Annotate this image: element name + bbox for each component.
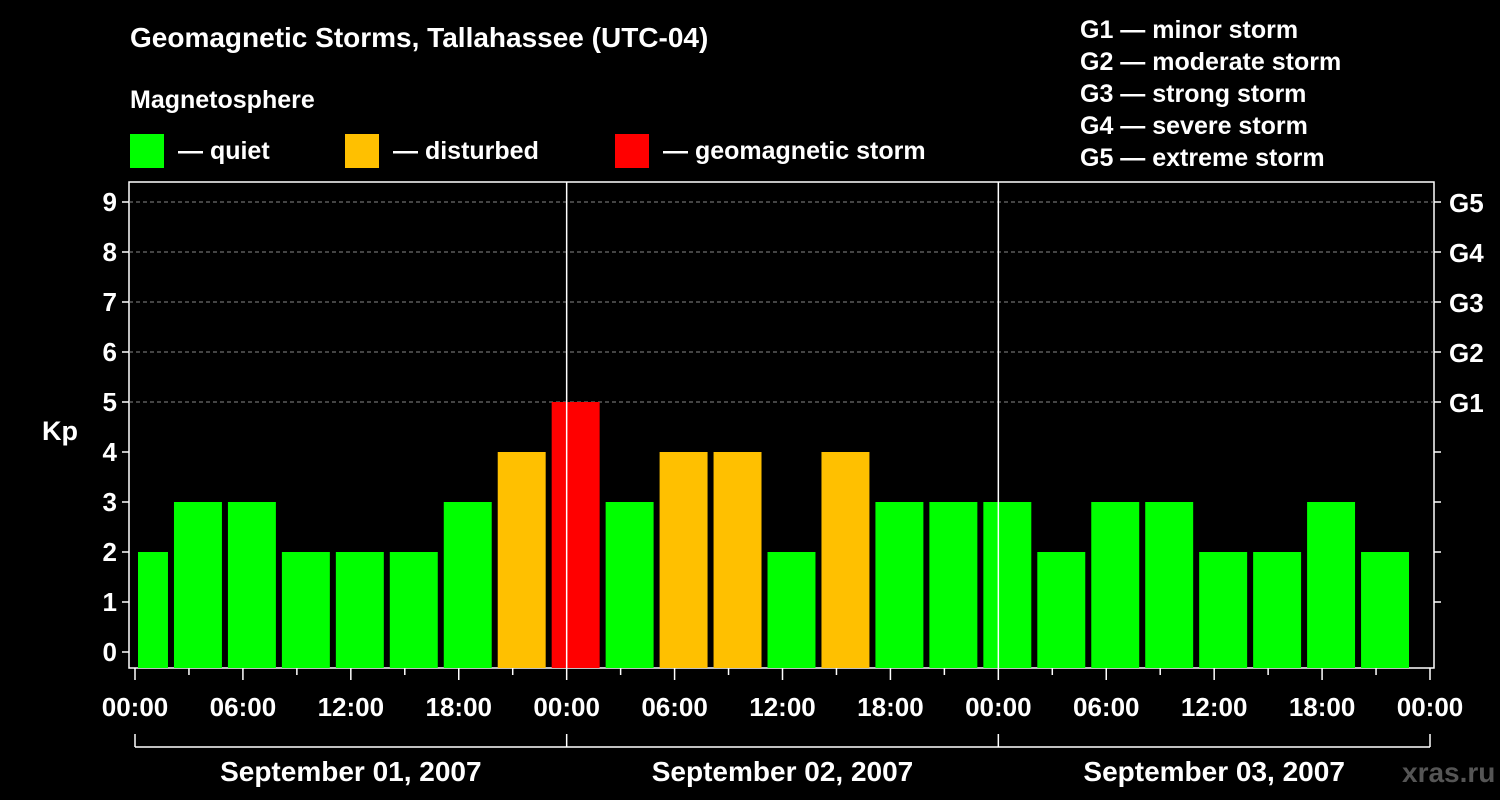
- legend-storm-label: — geomagnetic storm: [663, 136, 926, 165]
- x-tick-label: 18:00: [426, 692, 493, 722]
- y-tick-label: 4: [103, 437, 118, 467]
- legend-disturbed-label: — disturbed: [393, 136, 539, 165]
- kp-bar: [497, 452, 546, 668]
- kp-bar: [1253, 552, 1302, 668]
- kp-bar: [1199, 552, 1248, 668]
- legend-storm-swatch: [615, 134, 649, 168]
- day-label: September 02, 2007: [652, 756, 914, 787]
- g-scale-label: G2: [1449, 338, 1484, 368]
- kp-bar: [929, 502, 978, 668]
- day-label: September 01, 2007: [220, 756, 482, 787]
- y-tick-label: 9: [103, 187, 117, 217]
- y-tick-label: 8: [103, 237, 117, 267]
- x-tick-label: 12:00: [749, 692, 816, 722]
- kp-bar: [389, 552, 438, 668]
- kp-bar: [1307, 502, 1356, 668]
- kp-bar: [443, 502, 492, 668]
- g-scale-label: G5: [1449, 188, 1484, 218]
- legend-quiet: — quiet: [130, 134, 270, 168]
- legend-subtitle: Magnetosphere: [130, 86, 315, 114]
- kp-bar: [605, 502, 654, 668]
- kp-bar: [713, 452, 762, 668]
- storm-scale-g3: G3 — strong storm: [1080, 80, 1307, 108]
- storm-scale-g2: G2 — moderate storm: [1080, 48, 1342, 76]
- x-tick-label: 06:00: [641, 692, 708, 722]
- kp-bar: [1361, 552, 1410, 668]
- kp-bar: [659, 452, 708, 668]
- y-tick-label: 3: [103, 487, 117, 517]
- g-scale-label: G3: [1449, 288, 1484, 318]
- x-tick-label: 12:00: [318, 692, 385, 722]
- x-tick-label: 18:00: [857, 692, 924, 722]
- x-tick-label: 18:00: [1289, 692, 1356, 722]
- kp-bar: [1145, 502, 1194, 668]
- kp-bar: [335, 552, 384, 668]
- kp-bar: [1091, 502, 1140, 668]
- g-scale-label: G4: [1449, 238, 1484, 268]
- x-tick-label: 06:00: [1073, 692, 1140, 722]
- kp-bar: [173, 502, 222, 668]
- storm-scale-g1: G1 — minor storm: [1080, 16, 1299, 44]
- kp-bar: [983, 502, 1032, 668]
- y-tick-label: 7: [103, 287, 117, 317]
- storm-scale-g4: G4 — severe storm: [1080, 112, 1308, 140]
- x-tick-label: 00:00: [102, 692, 169, 722]
- kp-bar: [767, 552, 816, 668]
- y-tick-label: 2: [103, 537, 117, 567]
- y-tick-label: 5: [103, 387, 117, 417]
- y-axis-label: Kp: [42, 416, 78, 446]
- x-tick-label: 00:00: [1397, 692, 1464, 722]
- chart-title: Geomagnetic Storms, Tallahassee (UTC-04): [130, 22, 709, 53]
- legend-quiet-label: — quiet: [178, 136, 270, 165]
- legend-storm: — geomagnetic storm: [615, 134, 926, 168]
- legend-disturbed-swatch: [345, 134, 379, 168]
- x-tick-label: 00:00: [533, 692, 600, 722]
- kp-bar: [227, 502, 276, 668]
- x-tick-label: 06:00: [210, 692, 277, 722]
- x-tick-label: 00:00: [965, 692, 1032, 722]
- kp-bar: [138, 552, 168, 668]
- kp-bar: [821, 452, 870, 668]
- watermark: xras.ru: [1402, 757, 1496, 788]
- legend-disturbed: — disturbed: [345, 134, 539, 168]
- x-tick-label: 12:00: [1181, 692, 1248, 722]
- storm-scale-legend: G1 — minor storm G2 — moderate storm G3 …: [1080, 14, 1341, 174]
- kp-bar: [281, 552, 330, 668]
- y-tick-label: 6: [103, 337, 117, 367]
- storm-scale-g5: G5 — extreme storm: [1080, 144, 1325, 172]
- g-scale-label: G1: [1449, 388, 1484, 418]
- day-label: September 03, 2007: [1083, 756, 1345, 787]
- y-tick-label: 1: [103, 587, 117, 617]
- kp-bar: [875, 502, 924, 668]
- legend-quiet-swatch: [130, 134, 164, 168]
- y-tick-label: 0: [103, 637, 117, 667]
- kp-bar: [1037, 552, 1086, 668]
- kp-bar: [551, 402, 600, 668]
